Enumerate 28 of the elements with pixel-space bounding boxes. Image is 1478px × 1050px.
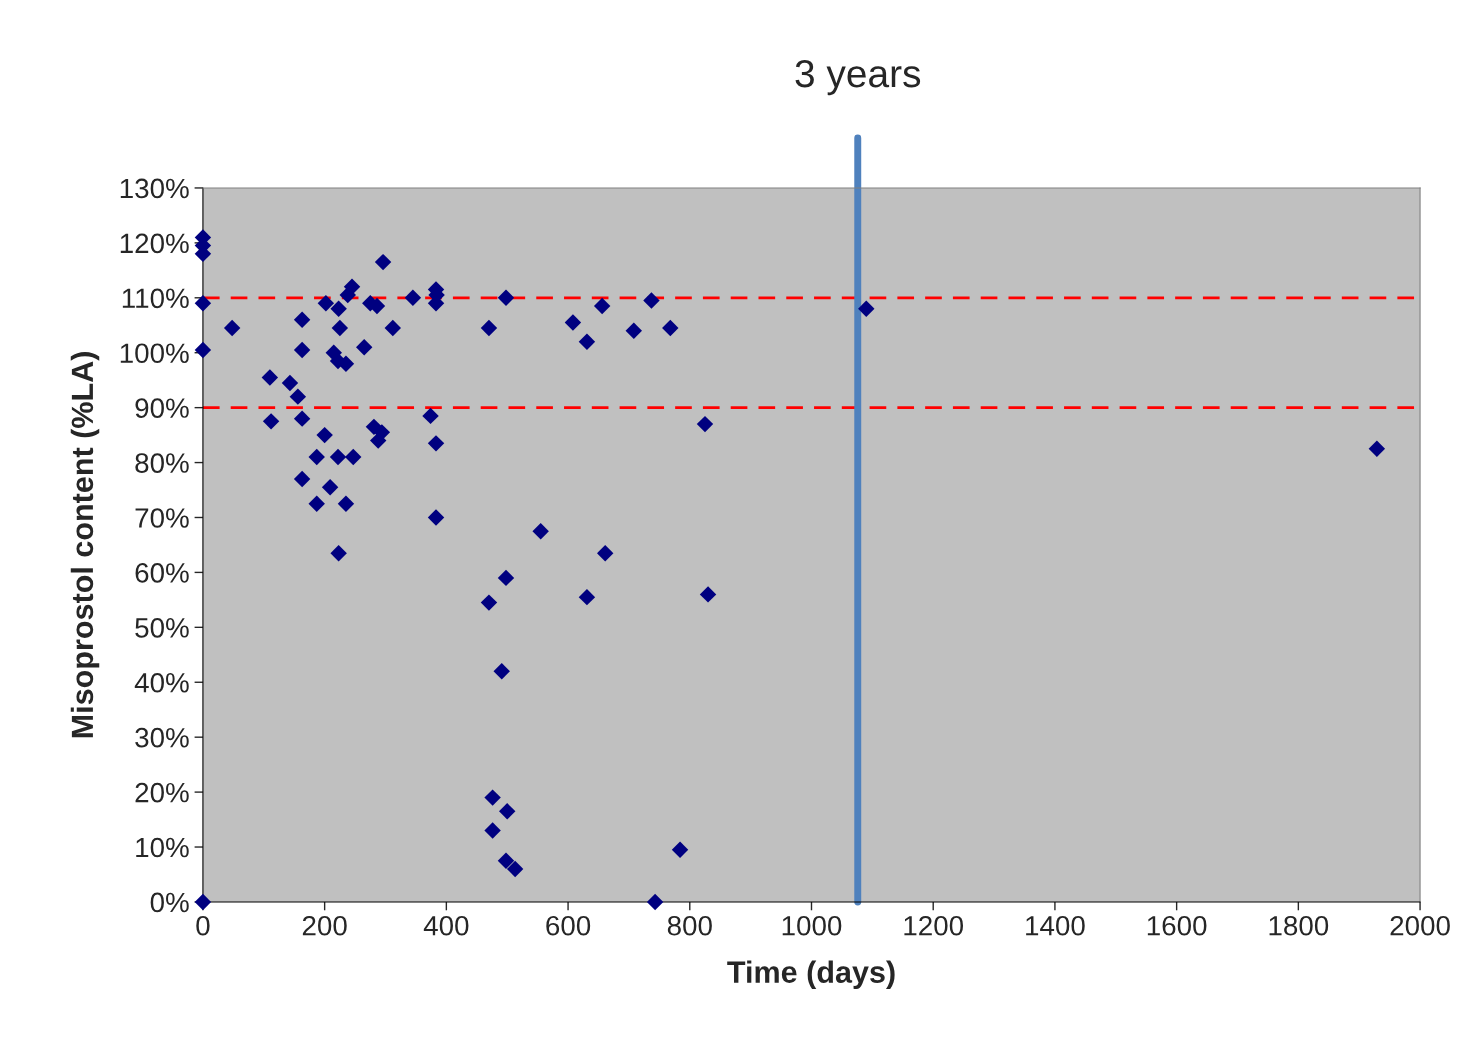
y-tick-label: 60% [135, 563, 189, 583]
y-tick-label: 80% [135, 453, 189, 473]
y-tick-label: 110% [122, 288, 189, 309]
x-axis-title: Time (days) [727, 960, 895, 989]
x-tick-label: 200 [302, 915, 347, 936]
x-tick-label: 600 [546, 915, 591, 936]
y-tick-label: 30% [135, 727, 189, 748]
x-tick-label: 0 [196, 915, 210, 936]
ref-line-label: 3 years [795, 59, 921, 96]
y-tick-label: 20% [135, 782, 189, 803]
y-axis-title: Misoprostol content (%LA) [70, 352, 100, 738]
y-tick-label: 120% [120, 233, 189, 254]
y-tick-label: 100% [120, 343, 189, 364]
x-tick-label: 400 [423, 915, 469, 936]
y-tick-label: 90% [135, 398, 189, 418]
y-tick-label: 40% [134, 672, 189, 693]
y-tick-label: 10% [136, 837, 189, 858]
x-tick-label: 2000 [1390, 915, 1450, 936]
y-tick-label: 130% [120, 178, 189, 199]
y-tick-label: 70% [135, 508, 189, 528]
y-tick-label: 0% [150, 892, 189, 913]
x-tick-label: 1600 [1147, 915, 1207, 936]
x-tick-label: 1000 [782, 915, 842, 936]
y-tick-label: 50% [135, 618, 189, 638]
x-tick-label: 1200 [904, 915, 964, 936]
x-tick-label: 1400 [1026, 915, 1085, 936]
x-tick-label: 1800 [1269, 915, 1329, 936]
x-tick-label: 800 [667, 915, 712, 936]
